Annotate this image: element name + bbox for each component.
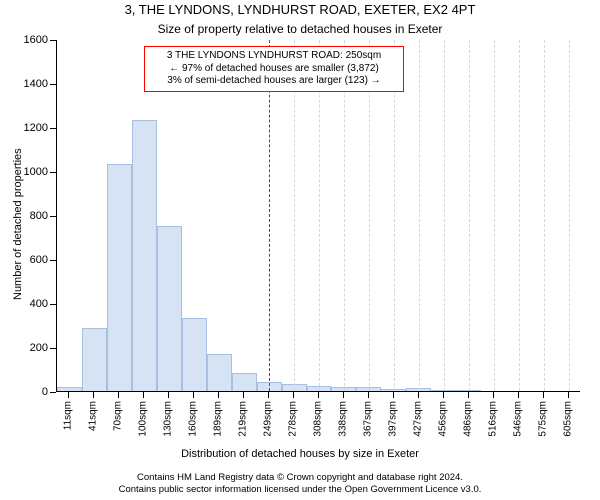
grid-line — [294, 40, 295, 391]
annotation-line2: ← 97% of detached houses are smaller (3,… — [151, 63, 397, 76]
xtick — [343, 392, 344, 398]
xtick-label: 11sqm — [63, 401, 74, 430]
xtick-label: 219sqm — [238, 401, 249, 437]
ytick-label: 400 — [16, 298, 48, 310]
xtick — [243, 392, 244, 398]
annotation-line1: 3 THE LYNDONS LYNDHURST ROAD: 250sqm — [151, 50, 397, 63]
xtick — [68, 392, 69, 398]
xtick-label: 486sqm — [462, 401, 473, 437]
xtick-label: 278sqm — [288, 401, 299, 437]
ytick — [50, 260, 56, 261]
xtick-label: 397sqm — [387, 401, 398, 437]
grid-line — [494, 40, 495, 391]
histogram-bar — [182, 318, 207, 391]
footer-line2: Contains public sector information licen… — [119, 484, 482, 495]
footer-line1: Contains HM Land Registry data © Crown c… — [137, 472, 463, 483]
xtick-label: 605sqm — [562, 401, 573, 437]
ytick-label: 1200 — [16, 122, 48, 134]
xtick — [518, 392, 519, 398]
histogram-bar — [57, 387, 82, 391]
histogram-bar — [207, 354, 232, 391]
xtick — [418, 392, 419, 398]
xtick-label: 41sqm — [88, 401, 99, 431]
xtick — [493, 392, 494, 398]
chart-title: 3, THE LYNDONS, LYNDHURST ROAD, EXETER, … — [0, 2, 600, 17]
xtick-label: 249sqm — [263, 401, 274, 437]
xtick — [218, 392, 219, 398]
ytick-label: 1400 — [16, 78, 48, 90]
grid-line — [569, 40, 570, 391]
histogram-bar — [232, 373, 257, 391]
xtick — [293, 392, 294, 398]
xtick — [368, 392, 369, 398]
grid-line — [394, 40, 395, 391]
ytick — [50, 348, 56, 349]
xtick-label: 338sqm — [337, 401, 348, 437]
xtick — [468, 392, 469, 398]
xtick — [168, 392, 169, 398]
xtick — [543, 392, 544, 398]
xtick-label: 516sqm — [487, 401, 498, 437]
ytick-label: 200 — [16, 342, 48, 354]
xtick — [193, 392, 194, 398]
xtick-label: 367sqm — [362, 401, 373, 437]
histogram-bar — [82, 328, 107, 391]
ytick — [50, 128, 56, 129]
ytick — [50, 172, 56, 173]
xtick-label: 308sqm — [313, 401, 324, 437]
ytick-label: 800 — [16, 210, 48, 222]
xtick — [443, 392, 444, 398]
chart-frame: 3, THE LYNDONS, LYNDHURST ROAD, EXETER, … — [0, 0, 600, 500]
grid-line — [519, 40, 520, 391]
xtick-label: 70sqm — [113, 401, 124, 431]
xtick-label: 189sqm — [213, 401, 224, 437]
xtick-label: 546sqm — [512, 401, 523, 437]
grid-line — [544, 40, 545, 391]
xtick — [393, 392, 394, 398]
grid-line — [469, 40, 470, 391]
xtick-label: 130sqm — [163, 401, 174, 437]
ytick-label: 1000 — [16, 166, 48, 178]
ytick-label: 0 — [16, 386, 48, 398]
grid-line — [444, 40, 445, 391]
footer-attribution: Contains HM Land Registry data © Crown c… — [0, 472, 600, 496]
xtick — [143, 392, 144, 398]
xtick-label: 575sqm — [537, 401, 548, 437]
xtick — [318, 392, 319, 398]
xtick — [93, 392, 94, 398]
plot-area — [56, 40, 580, 392]
xtick — [268, 392, 269, 398]
grid-line — [419, 40, 420, 391]
xtick-label: 427sqm — [412, 401, 423, 437]
marker-line — [269, 40, 270, 391]
ytick — [50, 40, 56, 41]
xtick-label: 456sqm — [437, 401, 448, 437]
xtick — [118, 392, 119, 398]
histogram-bar — [107, 164, 132, 391]
xtick-label: 100sqm — [138, 401, 149, 437]
ytick-label: 1600 — [16, 34, 48, 46]
ytick — [50, 84, 56, 85]
grid-line — [344, 40, 345, 391]
grid-line — [369, 40, 370, 391]
ytick — [50, 392, 56, 393]
annotation-line3: 3% of semi-detached houses are larger (1… — [151, 75, 397, 88]
histogram-bar — [132, 120, 157, 391]
ytick — [50, 304, 56, 305]
xaxis-title: Distribution of detached houses by size … — [0, 448, 600, 460]
annotation-box: 3 THE LYNDONS LYNDHURST ROAD: 250sqm← 97… — [144, 46, 404, 92]
ytick — [50, 216, 56, 217]
ytick-label: 600 — [16, 254, 48, 266]
grid-line — [319, 40, 320, 391]
xtick-label: 160sqm — [188, 401, 199, 437]
xtick — [568, 392, 569, 398]
histogram-bar — [157, 226, 182, 391]
chart-subtitle: Size of property relative to detached ho… — [0, 22, 600, 36]
